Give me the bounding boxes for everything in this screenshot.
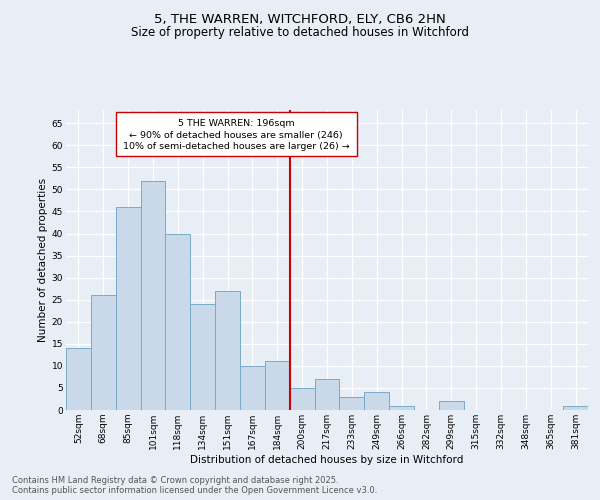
FancyBboxPatch shape: [116, 112, 357, 156]
Bar: [389, 406, 414, 410]
Bar: [265, 362, 290, 410]
Bar: [140, 180, 166, 410]
Text: Size of property relative to detached houses in Witchford: Size of property relative to detached ho…: [131, 26, 469, 39]
Bar: [364, 392, 389, 410]
Bar: [91, 296, 116, 410]
Bar: [340, 397, 364, 410]
Bar: [190, 304, 215, 410]
Text: Contains HM Land Registry data © Crown copyright and database right 2025.
Contai: Contains HM Land Registry data © Crown c…: [12, 476, 377, 495]
Bar: [314, 379, 340, 410]
Bar: [66, 348, 91, 410]
Y-axis label: Number of detached properties: Number of detached properties: [38, 178, 47, 342]
Text: 5 THE WARREN: 196sqm: 5 THE WARREN: 196sqm: [178, 119, 295, 128]
X-axis label: Distribution of detached houses by size in Witchford: Distribution of detached houses by size …: [190, 454, 464, 464]
Text: ← 90% of detached houses are smaller (246): ← 90% of detached houses are smaller (24…: [130, 130, 343, 140]
Text: 5, THE WARREN, WITCHFORD, ELY, CB6 2HN: 5, THE WARREN, WITCHFORD, ELY, CB6 2HN: [154, 12, 446, 26]
Text: 10% of semi-detached houses are larger (26) →: 10% of semi-detached houses are larger (…: [123, 142, 350, 151]
Bar: [116, 207, 140, 410]
Bar: [215, 291, 240, 410]
Bar: [439, 401, 464, 410]
Bar: [563, 406, 588, 410]
Bar: [290, 388, 314, 410]
Bar: [240, 366, 265, 410]
Bar: [166, 234, 190, 410]
